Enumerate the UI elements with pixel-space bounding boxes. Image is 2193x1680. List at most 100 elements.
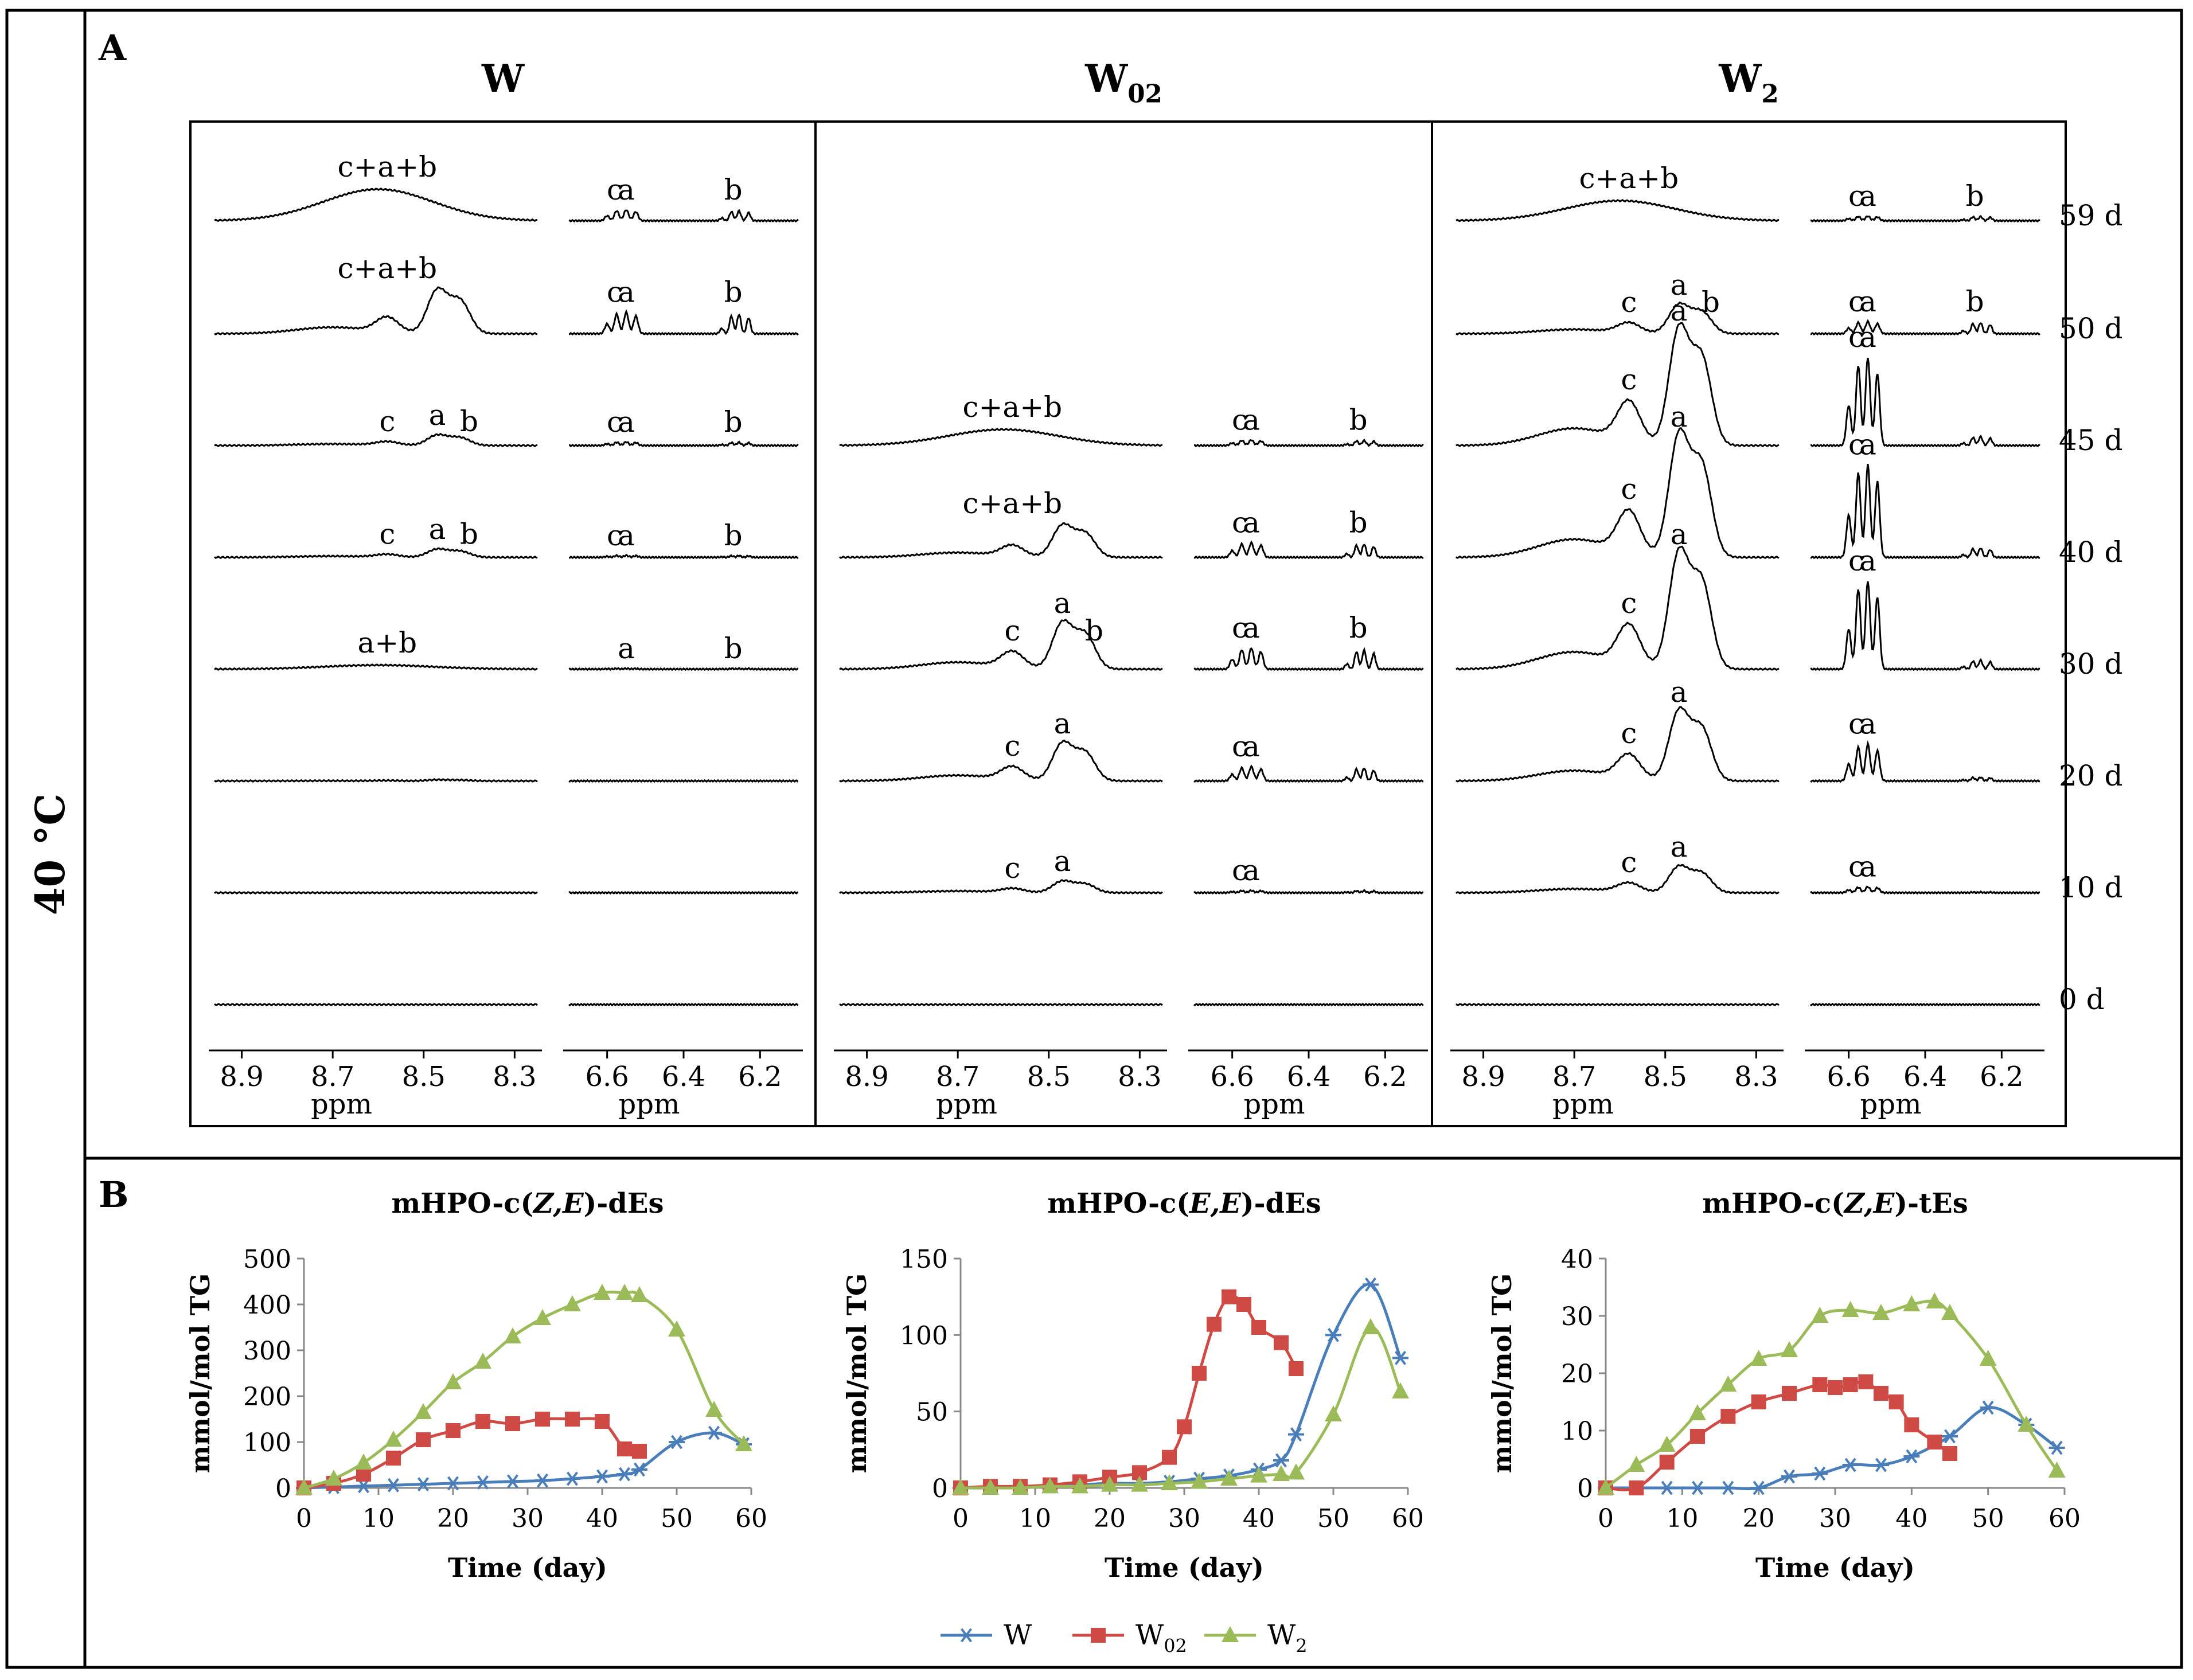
x-tick-label-0-2: 20 <box>437 1504 469 1533</box>
x-tick-label-2-0: 0 <box>1598 1504 1614 1533</box>
marker-2-W-4 <box>1720 1480 1737 1495</box>
spectrum-W2-59d-seg0 <box>1456 199 1780 222</box>
marker-2-W02-14 <box>1927 1435 1942 1450</box>
peak-label-W2-0-0: c+a+b <box>1579 162 1679 195</box>
peak-label-W02-3-1-2: b <box>1349 506 1368 540</box>
marker-2-W02-5 <box>1751 1394 1766 1409</box>
marker-2-W-9 <box>1873 1458 1889 1472</box>
chart-title-0-b: Z,E <box>532 1187 584 1220</box>
x-tick-label-2-1: 10 <box>1666 1504 1698 1533</box>
marker-0-W2-2 <box>355 1454 372 1470</box>
x-tick-label-1-2: 20 <box>1094 1504 1126 1533</box>
marker-1-W2-6 <box>1131 1475 1148 1492</box>
y-tick-label-1-0: 0 <box>932 1474 948 1503</box>
marker-1-W2-10 <box>1250 1466 1267 1483</box>
spectrum-W2-45d-seg0 <box>1456 322 1780 447</box>
ppm-tick-label-W02-0-2: 8.5 <box>1027 1061 1071 1093</box>
legend-label-0: W <box>1004 1619 1032 1651</box>
peak-label-W-0-1-2: b <box>724 173 743 206</box>
ppm-tick-label-W-0-2: 8.5 <box>402 1061 446 1093</box>
peak-label-W-3-0-1: a <box>429 513 446 546</box>
peak-label-W02-4-1-2: b <box>1349 611 1368 644</box>
peak-label-W-3-0-0: c <box>379 517 395 550</box>
marker-2-W-8 <box>1842 1458 1859 1472</box>
peak-label-W-2-1-1: a <box>618 405 635 439</box>
marker-0-W02-10 <box>595 1414 610 1429</box>
marker-1-W-13 <box>1325 1327 1341 1342</box>
marker-2-W-2 <box>1659 1480 1675 1495</box>
peak-label-W02-6-0-1: a <box>1054 845 1071 878</box>
marker-2-W02-2 <box>1659 1455 1675 1470</box>
marker-2-W02-7 <box>1812 1377 1828 1392</box>
peak-label-W02-5-1-1: a <box>1243 730 1260 763</box>
marker-1-W02-8 <box>1177 1419 1192 1435</box>
legend-label-2-sub: 2 <box>1295 1636 1307 1656</box>
spectrum-W-59d-seg1 <box>568 209 799 223</box>
marker-0-W-14 <box>706 1425 722 1440</box>
peak-label-W-1-1-0: c <box>607 275 623 308</box>
ppm-unit-W2-1: ppm <box>1860 1088 1922 1120</box>
chart-title-1-b: E,E <box>1188 1187 1242 1220</box>
spectrum-W-10d-seg1 <box>568 890 799 895</box>
spectrum-W2-20d-seg1 <box>1810 740 2040 783</box>
ppm-tick-label-W02-0-0: 8.9 <box>845 1061 888 1093</box>
peak-label-W2-4-0-1: a <box>1671 518 1688 551</box>
marker-2-W2-4 <box>1719 1376 1737 1392</box>
temperature-label: 40 °C <box>26 794 74 916</box>
marker-0-W-13 <box>669 1435 685 1450</box>
peak-label-W2-3-1-1: a <box>1859 428 1876 461</box>
spectrum-W-20d-seg1 <box>568 779 799 783</box>
peak-label-W2-5-1-1: a <box>1859 707 1876 740</box>
spectrum-W-20d-seg0 <box>214 778 538 783</box>
peak-label-W2-0-1-0: c <box>1848 179 1864 213</box>
peak-label-W2-2-1-1: a <box>1859 321 1876 354</box>
peak-label-W2-1-1-2: b <box>1966 285 1984 318</box>
peak-label-W02-4-0-1: a <box>1054 587 1071 620</box>
spectra-frame <box>189 120 2067 1127</box>
marker-2-W2-0 <box>1597 1479 1614 1495</box>
group-header-1: W02 <box>1084 56 1162 108</box>
peak-label-W02-4-0-0: c <box>1004 614 1020 647</box>
chart-title-2-b: Z,E <box>1843 1187 1895 1220</box>
marker-1-W02-7 <box>1162 1450 1177 1465</box>
marker-1-W2-12 <box>1287 1463 1305 1480</box>
x-tick-label-1-3: 30 <box>1168 1504 1200 1533</box>
peak-label-W02-6-1-1: a <box>1243 854 1260 887</box>
marker-2-W-5 <box>1750 1480 1767 1495</box>
day-label-7: 0 d <box>2059 983 2105 1016</box>
marker-1-W2-13 <box>1325 1405 1342 1421</box>
marker-2-W02-8 <box>1828 1380 1843 1395</box>
y-tick-label-0-4: 400 <box>243 1291 291 1320</box>
x-tick-label-0-3: 30 <box>512 1504 544 1533</box>
chart-title-0-c: )-dEs <box>584 1187 664 1220</box>
marker-2-W2-15 <box>2048 1462 2066 1478</box>
peak-label-W-4-1-1: b <box>724 632 743 665</box>
marker-0-W-5 <box>445 1476 461 1491</box>
marker-2-W2-5 <box>1750 1350 1767 1366</box>
x-tick-label-0-1: 10 <box>362 1504 395 1533</box>
x-tick-label-1-6: 60 <box>1392 1504 1424 1533</box>
marker-0-W02-5 <box>446 1423 461 1438</box>
spectrum-W-40d-seg1 <box>568 553 799 560</box>
marker-2-W02-10 <box>1858 1374 1874 1389</box>
y-tick-label-1-1: 50 <box>916 1398 948 1427</box>
marker-0-W2-6 <box>474 1353 491 1369</box>
marker-0-W-4 <box>415 1477 431 1491</box>
y-tick-label-2-3: 30 <box>1561 1302 1593 1331</box>
x-tick-label-0-6: 60 <box>735 1504 767 1533</box>
peak-label-W-2-1-0: c <box>607 405 623 439</box>
peak-label-W2-4-0-0: c <box>1621 587 1637 620</box>
marker-0-W2-9 <box>564 1295 581 1311</box>
ppm-tick-label-W-1-0: 6.6 <box>585 1061 629 1093</box>
peak-label-W2-6-1-0: c <box>1848 850 1864 884</box>
ppm-tick-label-W2-0-1: 8.7 <box>1552 1061 1596 1093</box>
legend-label-1-sub: 02 <box>1164 1636 1187 1656</box>
peak-label-W2-3-0-0: c <box>1621 472 1637 506</box>
marker-2-W02-9 <box>1843 1377 1858 1392</box>
marker-0-W2-7 <box>504 1327 521 1343</box>
ppm-tick-label-W2-1-0: 6.6 <box>1827 1061 1870 1093</box>
peak-label-W02-5-0-1: a <box>1054 707 1071 740</box>
marker-1-W2-4 <box>1071 1477 1088 1494</box>
marker-1-W02-15 <box>1289 1361 1304 1376</box>
